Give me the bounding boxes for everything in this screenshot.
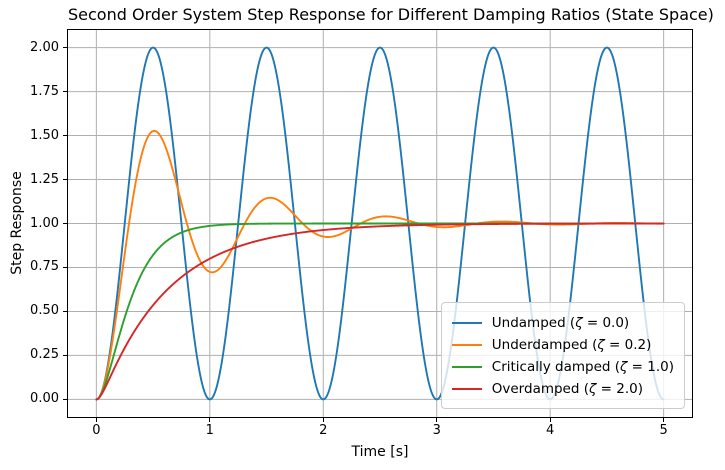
legend-label-undamped: Undamped (ζ = 0.0) <box>491 314 630 331</box>
legend-label-overdamped: Overdamped (ζ = 2.0) <box>491 380 643 397</box>
y-tick-mark <box>63 223 67 224</box>
y-tick-label: 2.00 <box>30 39 59 55</box>
x-tick-mark <box>95 418 97 422</box>
series-line-overdamped <box>95 222 665 401</box>
y-tick-mark <box>63 179 67 181</box>
y-tick-label: 0.50 <box>30 303 59 319</box>
x-tick-label: 4 <box>546 423 555 438</box>
y-tick-label: 1.75 <box>30 83 59 99</box>
x-tick-mark <box>549 418 551 422</box>
chart-title: Second Order System Step Response for Di… <box>68 5 714 24</box>
plot-canvas <box>68 30 692 417</box>
y-tick-mark <box>63 91 67 93</box>
legend-item-critically-damped: Critically damped (ζ = 1.0) <box>451 357 674 376</box>
x-tick-label: 1 <box>205 423 214 438</box>
x-axis-label: Time [s] <box>351 444 409 460</box>
x-tick-label: 0 <box>92 423 101 438</box>
y-tick-mark <box>63 310 67 312</box>
y-tick-mark <box>63 266 67 268</box>
y-tick-label: 0.00 <box>30 391 59 407</box>
legend-line-sample-critically-damped <box>451 365 482 368</box>
x-tick-label: 3 <box>432 423 441 438</box>
legend-label-critically-damped: Critically damped (ζ = 1.0) <box>491 358 674 375</box>
y-tick-mark <box>63 398 67 400</box>
y-tick-label: 1.00 <box>30 215 59 231</box>
y-tick-mark <box>63 135 67 137</box>
y-tick-label: 1.25 <box>30 171 59 187</box>
x-tick-mark <box>209 418 211 422</box>
legend-item-undamped: Undamped (ζ = 0.0) <box>451 313 674 332</box>
legend-line-sample-undamped <box>451 321 482 324</box>
legend-line-sample-underdamped <box>451 343 482 346</box>
x-tick-mark <box>436 418 438 422</box>
y-tick-mark <box>63 354 67 356</box>
plot-area: Undamped (ζ = 0.0) Underdamped (ζ = 0.2)… <box>67 29 693 418</box>
y-tick-mark <box>63 47 67 49</box>
legend: Undamped (ζ = 0.0) Underdamped (ζ = 0.2)… <box>440 302 685 409</box>
x-tick-label: 2 <box>319 423 328 438</box>
y-tick-label: 0.75 <box>30 259 59 275</box>
y-tick-label: 1.50 <box>30 127 59 143</box>
x-tick-mark <box>322 418 324 422</box>
x-tick-label: 5 <box>659 423 668 438</box>
legend-item-overdamped: Overdamped (ζ = 2.0) <box>451 379 674 398</box>
y-tick-label: 0.25 <box>30 347 59 363</box>
legend-line-sample-overdamped <box>451 387 482 390</box>
x-tick-mark <box>663 418 665 422</box>
legend-item-underdamped: Underdamped (ζ = 0.2) <box>451 335 674 354</box>
legend-label-underdamped: Underdamped (ζ = 0.2) <box>491 336 652 353</box>
